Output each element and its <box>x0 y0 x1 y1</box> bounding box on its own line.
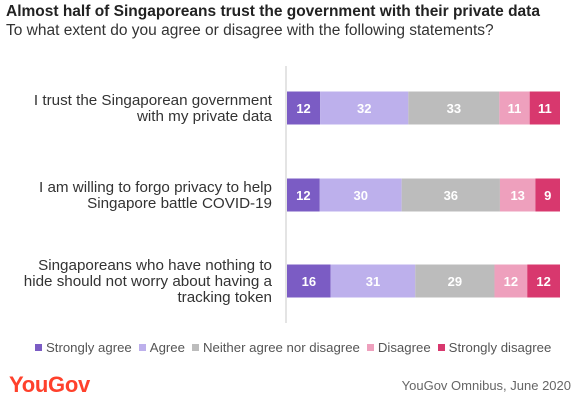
stacked-bar-chart: I trust the Singaporean government with m… <box>24 66 560 323</box>
bar-segment <box>319 178 402 212</box>
legend-swatch <box>437 343 445 351</box>
legend-swatch <box>138 343 146 351</box>
legend-item: Neither agree nor disagree <box>191 339 360 355</box>
bar-value-label: 11 <box>508 101 522 116</box>
legend-item: Disagree <box>366 339 431 355</box>
bar-value-label: 33 <box>447 101 461 116</box>
legend-swatch <box>191 343 199 351</box>
bar-segment <box>320 91 409 125</box>
bar-value-label: 32 <box>357 101 371 116</box>
legend-label: Disagree <box>377 339 431 355</box>
bar-segment <box>287 91 321 125</box>
legend-swatch <box>366 343 374 351</box>
bar-value-label: 16 <box>302 274 316 289</box>
chart-legend: Strongly agree Agree Neither agree nor dis… <box>35 338 558 356</box>
bar-value-label: 12 <box>504 274 518 289</box>
bar-segment <box>535 178 560 212</box>
legend-label: Strongly agree <box>46 339 132 355</box>
legend-item: Strongly agree <box>35 340 132 355</box>
bar-segment <box>401 178 500 212</box>
bar-value-label: 31 <box>366 274 380 289</box>
bar-segment <box>287 178 320 212</box>
chart-subtitle: To what extent do you agree or disagree … <box>6 22 494 39</box>
bar-value-label: 12 <box>536 274 550 289</box>
bar-value-label: 12 <box>296 101 310 116</box>
bar-segment <box>415 264 495 298</box>
category-label: Singaporeans who have nothing to hide sho… <box>24 257 273 306</box>
category-label: I am willing to forgo privacy to help Sin… <box>39 179 272 212</box>
legend-label: Agree <box>149 339 185 355</box>
bar-value-label: 11 <box>538 101 552 116</box>
legend-item: Strongly disagree <box>437 339 552 355</box>
source-note: YouGov Omnibus, June 2020 <box>401 378 571 393</box>
bar-segment <box>408 91 500 125</box>
bar-segment <box>330 264 416 298</box>
bar-segment <box>494 264 528 298</box>
bar-value-label: 9 <box>544 188 551 203</box>
bar-segment <box>499 178 536 212</box>
bar-value-label: 30 <box>353 188 367 203</box>
bar-value-label: 13 <box>510 188 524 203</box>
bar-value-label: 12 <box>296 188 310 203</box>
legend-item: Agree <box>138 339 185 355</box>
chart-title: Almost half of Singaporeans trust the go… <box>6 3 540 20</box>
bar-segment <box>287 264 331 298</box>
bar-segment <box>527 264 560 298</box>
bar-value-label: 36 <box>444 188 458 203</box>
yougov-logo: YouGov <box>9 372 90 397</box>
legend-label: Strongly disagree <box>448 339 552 355</box>
bar-value-label: 29 <box>448 274 462 289</box>
legend-swatch <box>35 343 42 351</box>
bar-segment <box>499 91 530 125</box>
category-label: I trust the Singaporean government with m… <box>34 92 273 125</box>
bar-segment <box>529 91 560 125</box>
legend-label: Neither agree nor disagree <box>202 339 360 355</box>
